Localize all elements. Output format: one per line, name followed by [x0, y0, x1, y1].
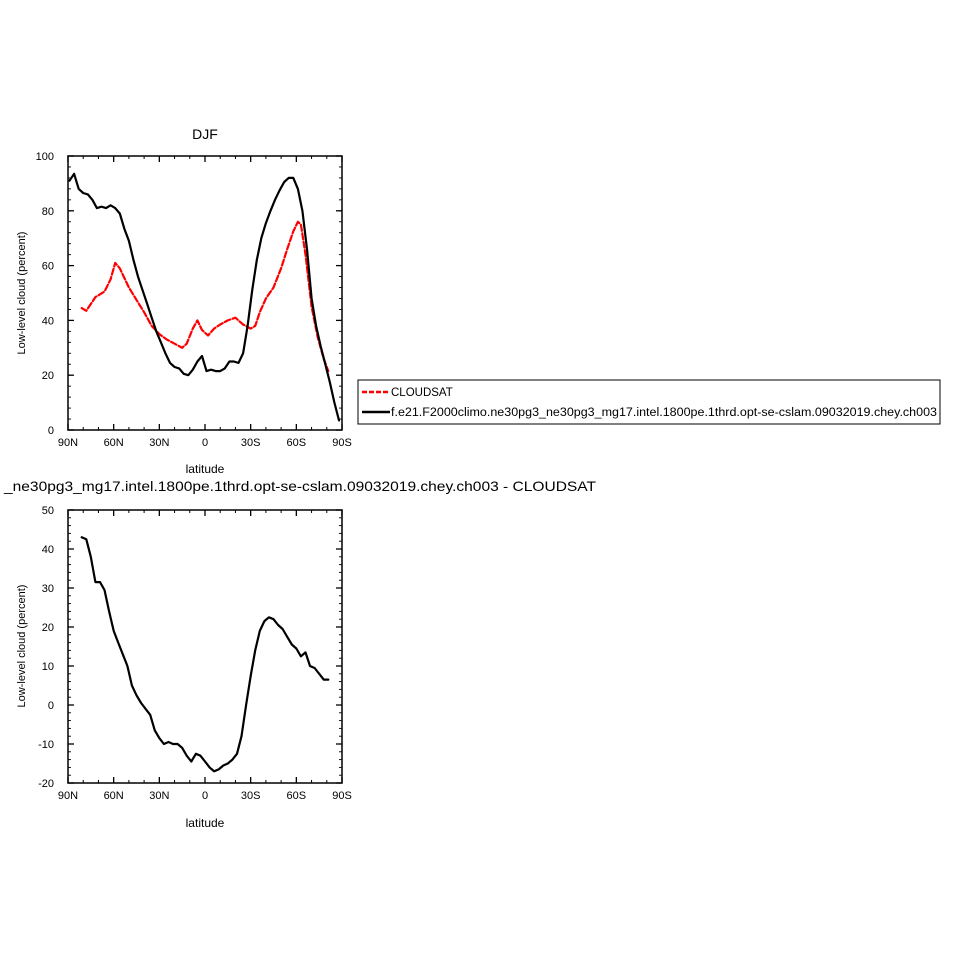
chart-title: _ne30pg3_mg17.intel.1800pe.1thrd.opt-se-… [3, 478, 597, 494]
y-tick-label: 40 [42, 544, 54, 556]
y-axis-label: Low-level cloud (percent) [16, 232, 28, 355]
x-tick-label: 90N [58, 790, 78, 802]
x-tick-label: 60S [287, 437, 307, 449]
axis-ticks: 90N 60N 30N 0 30S 60S 90S 0 20 40 60 80 100 [36, 151, 352, 449]
y-tick-label: 0 [48, 700, 54, 712]
series-group [68, 172, 341, 422]
y-tick-label: 60 [42, 261, 54, 273]
y-tick-label: 100 [36, 151, 54, 163]
panel-bottom: _ne30pg3_mg17.intel.1800pe.1thrd.opt-se-… [3, 478, 597, 830]
plot-frame [67, 155, 343, 431]
x-tick-label: 90S [332, 790, 352, 802]
series-line-cloudsat [80, 220, 330, 373]
x-tick-label: 90S [332, 437, 352, 449]
legend-box [357, 379, 941, 425]
y-tick-label: -10 [38, 739, 54, 751]
x-tick-label: 90N [58, 437, 78, 449]
x-tick-label: 30S [241, 437, 261, 449]
y-tick-label: -20 [38, 778, 54, 790]
x-tick-label: 30S [241, 790, 261, 802]
series-line-model [80, 536, 330, 773]
x-tick-label: 60N [104, 437, 124, 449]
series-group [80, 536, 330, 773]
y-tick-label: 40 [42, 315, 54, 327]
y-tick-label: 50 [42, 505, 54, 517]
plot-frame [67, 509, 343, 784]
x-tick-label: 30N [149, 437, 169, 449]
y-tick-label: 10 [42, 661, 54, 673]
legend-label-model: f.e21.F2000climo.ne30pg3_ne30pg3_mg17.in… [391, 407, 937, 419]
y-tick-label: 80 [42, 206, 54, 218]
series-line-model [68, 172, 341, 422]
chart-title: DJF [192, 126, 218, 142]
legend: CLOUDSAT f.e21.F2000climo.ne30pg3_ne30pg… [357, 379, 941, 425]
y-axis-label: Low-level cloud (percent) [16, 585, 28, 708]
x-tick-label: 60N [104, 790, 124, 802]
panel-top: DJF Low-level cloud (percent) latitude 9… [16, 126, 941, 476]
x-axis-label: latitude [186, 462, 225, 476]
y-tick-label: 30 [42, 583, 54, 595]
x-tick-label: 0 [202, 437, 208, 449]
x-tick-label: 0 [202, 790, 208, 802]
y-tick-label: 0 [48, 425, 54, 437]
x-axis-label: latitude [186, 816, 225, 830]
x-tick-label: 60S [287, 790, 307, 802]
y-tick-label: 20 [42, 370, 54, 382]
y-tick-label: 20 [42, 622, 54, 634]
x-tick-label: 30N [149, 790, 169, 802]
legend-label-cloudsat: CLOUDSAT [391, 387, 453, 399]
